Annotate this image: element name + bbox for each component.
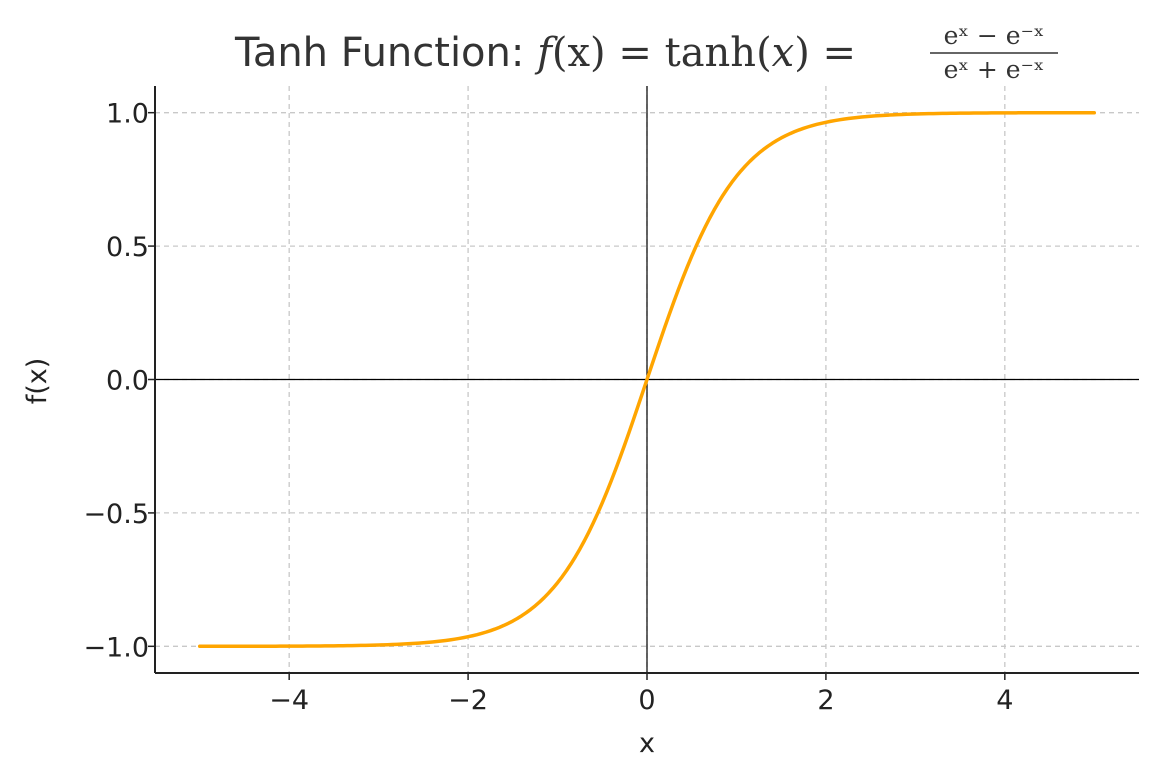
y-tick-label-0: −1.0 [83,632,149,663]
title-lhs-x: (x) [552,30,606,76]
chart-title: Tanh Function: f(x) = tanh(x) = eˣ − e⁻ˣ… [234,21,1058,84]
title-numerator: eˣ − e⁻ˣ [944,21,1045,50]
y-axis-label: f(x) [22,358,53,405]
title-denominator: eˣ + e⁻ˣ [944,55,1045,84]
y-tick-label-1: −0.5 [83,499,149,530]
y-tick-label-4: 1.0 [106,99,149,130]
svg-text:Tanh Function: f(x) = tanh(x): Tanh Function: f(x) = tanh(x) = [234,30,856,76]
series-line-0 [197,110,1097,649]
y-tick-label-3: 0.5 [106,232,149,263]
series-layer [197,110,1097,649]
x-tick-label-0: −4 [269,685,309,716]
title-prefix: Tanh Function: [234,30,537,76]
x-tick-label-1: −2 [448,685,488,716]
axis-ticks: −4 −2 0 2 4 −1.0 −0.5 0.0 0.5 1.0 [83,99,1013,716]
x-tick-label-4: 4 [996,685,1013,716]
x-tick-label-3: 2 [817,685,834,716]
x-tick-label-2: 0 [638,685,655,716]
x-axis-label: x [639,728,655,759]
y-tick-label-2: 0.0 [106,366,149,397]
title-eq1-close: ) = [794,30,856,76]
title-eq1-x: x [772,30,795,76]
title-eq1: = tanh( [606,30,772,76]
